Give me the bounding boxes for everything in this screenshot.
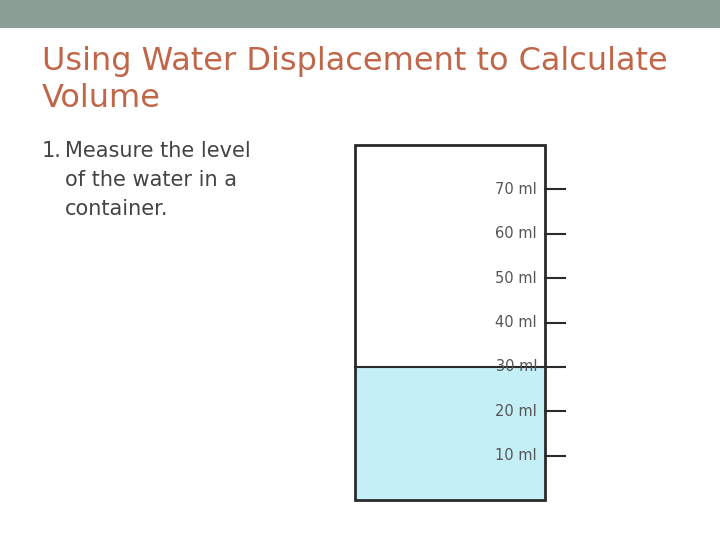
Bar (355, 367, 545, 500)
Text: 30 ml: 30 ml (495, 360, 537, 374)
Text: 50 ml: 50 ml (495, 271, 537, 286)
Bar (355, 145, 545, 500)
Text: 70 ml: 70 ml (495, 182, 537, 197)
Text: Measure the level
of the water in a
container.: Measure the level of the water in a cont… (65, 141, 251, 219)
Text: 1.: 1. (42, 141, 62, 161)
Text: 20 ml: 20 ml (495, 404, 537, 418)
Text: 60 ml: 60 ml (495, 226, 537, 241)
Text: 10 ml: 10 ml (495, 448, 537, 463)
Text: 40 ml: 40 ml (495, 315, 537, 330)
Bar (0, 0, 720, 28)
Text: Using Water Displacement to Calculate
Volume: Using Water Displacement to Calculate Vo… (42, 46, 667, 114)
